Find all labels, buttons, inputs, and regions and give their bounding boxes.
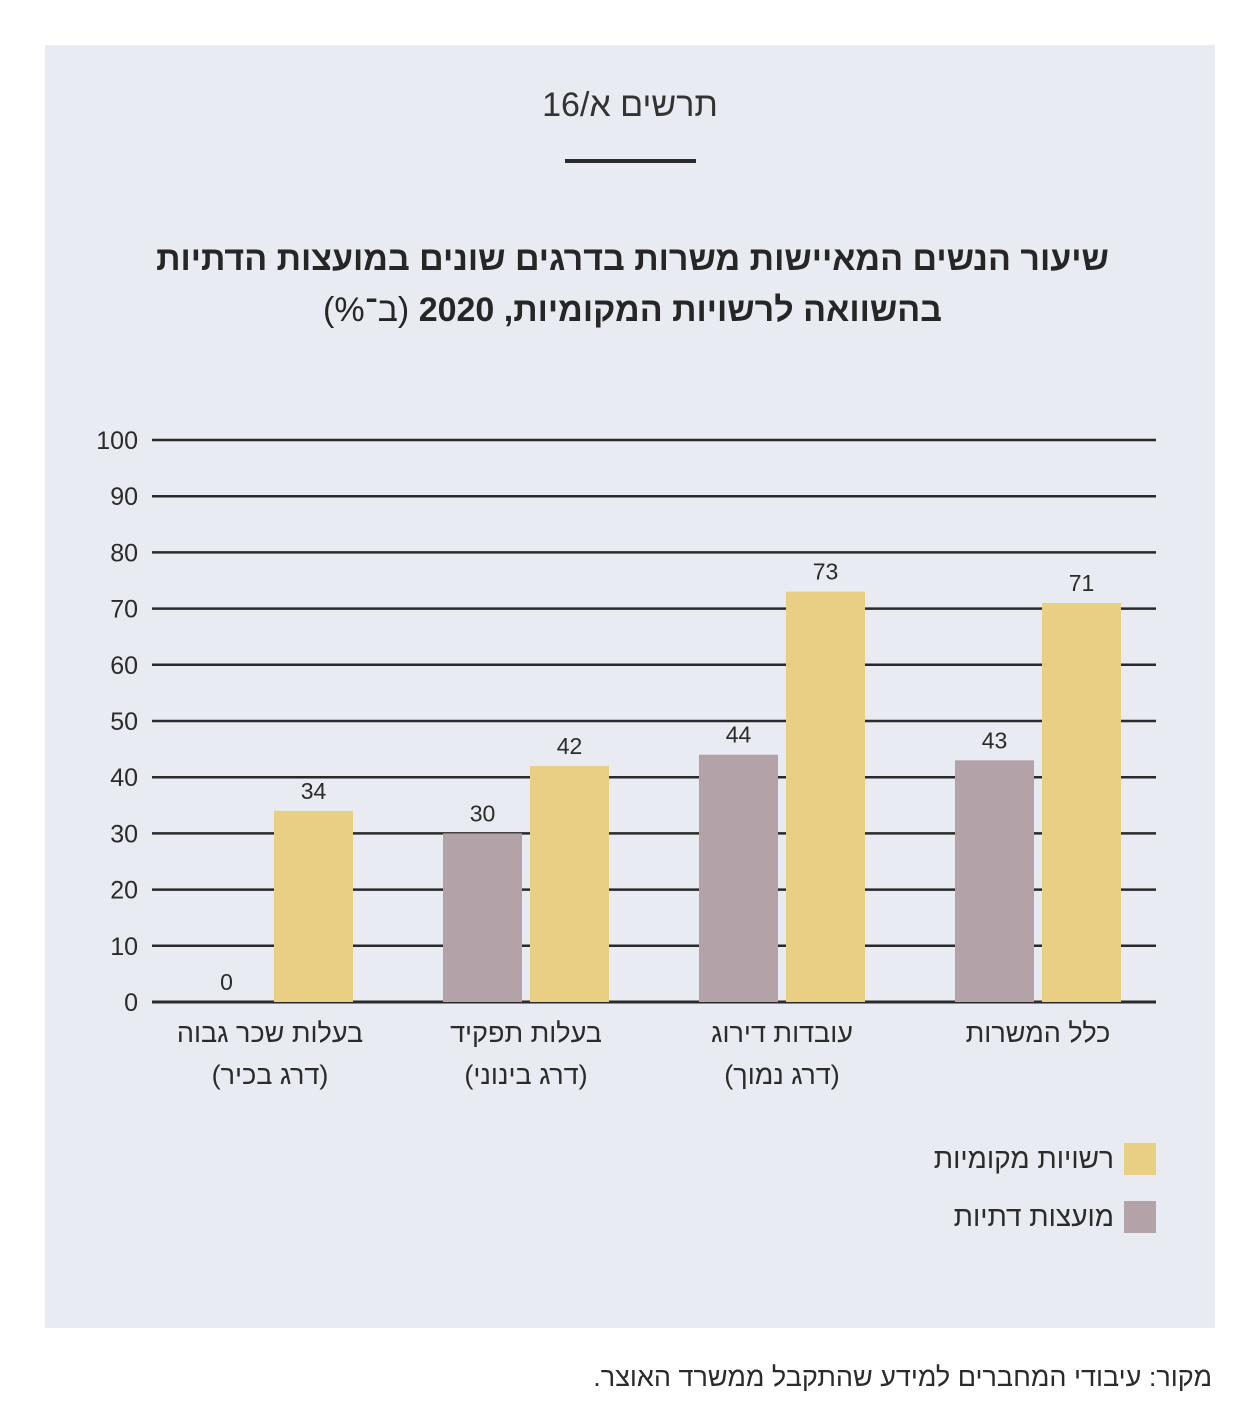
y-tick-label: 100 (96, 427, 138, 455)
data-label-religious-councils: 0 (220, 969, 233, 995)
chart-title-line-2: בהשוואה לרשויות המקומיות, 2020 (ב־%) (60, 291, 1205, 330)
category-label: בעלות שכר גבוה (176, 1018, 364, 1048)
data-label-religious-councils: 43 (982, 727, 1008, 753)
category-label: כלל המשרות (965, 1018, 1111, 1048)
bar-religious-councils (955, 760, 1034, 1002)
y-tick-label: 50 (110, 708, 138, 736)
figure-label-underline (565, 159, 696, 163)
y-tick-label: 80 (110, 539, 138, 567)
bar-religious-councils (699, 754, 778, 1002)
chart-title-unit: (ב־%) (323, 291, 410, 329)
bar-local-authorities (530, 765, 609, 1002)
data-label-local-authorities: 73 (813, 559, 839, 585)
data-label-religious-councils: 30 (470, 800, 496, 826)
legend-item-local-authorities: רשויות מקומיות (934, 1143, 1156, 1175)
data-label-local-authorities: 71 (1069, 570, 1095, 596)
legend-label-local-authorities: רשויות מקומיות (933, 1143, 1114, 1174)
y-tick-label: 90 (110, 483, 138, 511)
category-label: בעלות תפקיד (450, 1018, 602, 1048)
category-label: עובדות דירוג (711, 1018, 853, 1048)
chart-panel (45, 45, 1215, 1328)
data-label-local-authorities: 34 (301, 778, 327, 804)
y-tick-label: 40 (110, 764, 138, 792)
chart-title-line-2-text: בהשוואה לרשויות המקומיות, 2020 (418, 291, 942, 329)
bar-local-authorities (1042, 602, 1121, 1002)
y-tick-label: 10 (110, 933, 138, 961)
category-sublabel: (דרג נמוך) (724, 1060, 840, 1090)
category-sublabel: (דרג בינוני) (464, 1060, 588, 1090)
legend-swatch-religious-councils (1124, 1201, 1156, 1233)
y-tick-label: 20 (110, 877, 138, 905)
bar-local-authorities (786, 591, 865, 1002)
category-sublabel: (דרג בכיר) (211, 1060, 329, 1090)
legend-item-religious-councils: מועצות דתיות (954, 1201, 1156, 1233)
figure-label: תרשים א/16 (542, 86, 718, 124)
data-label-religious-councils: 44 (726, 722, 752, 748)
y-tick-label: 30 (110, 820, 138, 848)
y-tick-label: 60 (110, 652, 138, 680)
legend-label-religious-councils: מועצות דתיות (953, 1201, 1114, 1232)
chart-title-line-1: שיעור הנשים המאיישות משרות בדרגים שונים … (156, 240, 1109, 278)
bar-religious-councils (443, 833, 522, 1002)
bar-local-authorities (274, 810, 353, 1002)
y-tick-label: 70 (110, 596, 138, 624)
y-tick-label: 0 (124, 989, 138, 1017)
data-label-local-authorities: 42 (557, 733, 583, 759)
source-note: מקור: עיבודי המחברים למידע שהתקבל ממשרד … (593, 1362, 1212, 1392)
legend-swatch-local-authorities (1124, 1143, 1156, 1175)
